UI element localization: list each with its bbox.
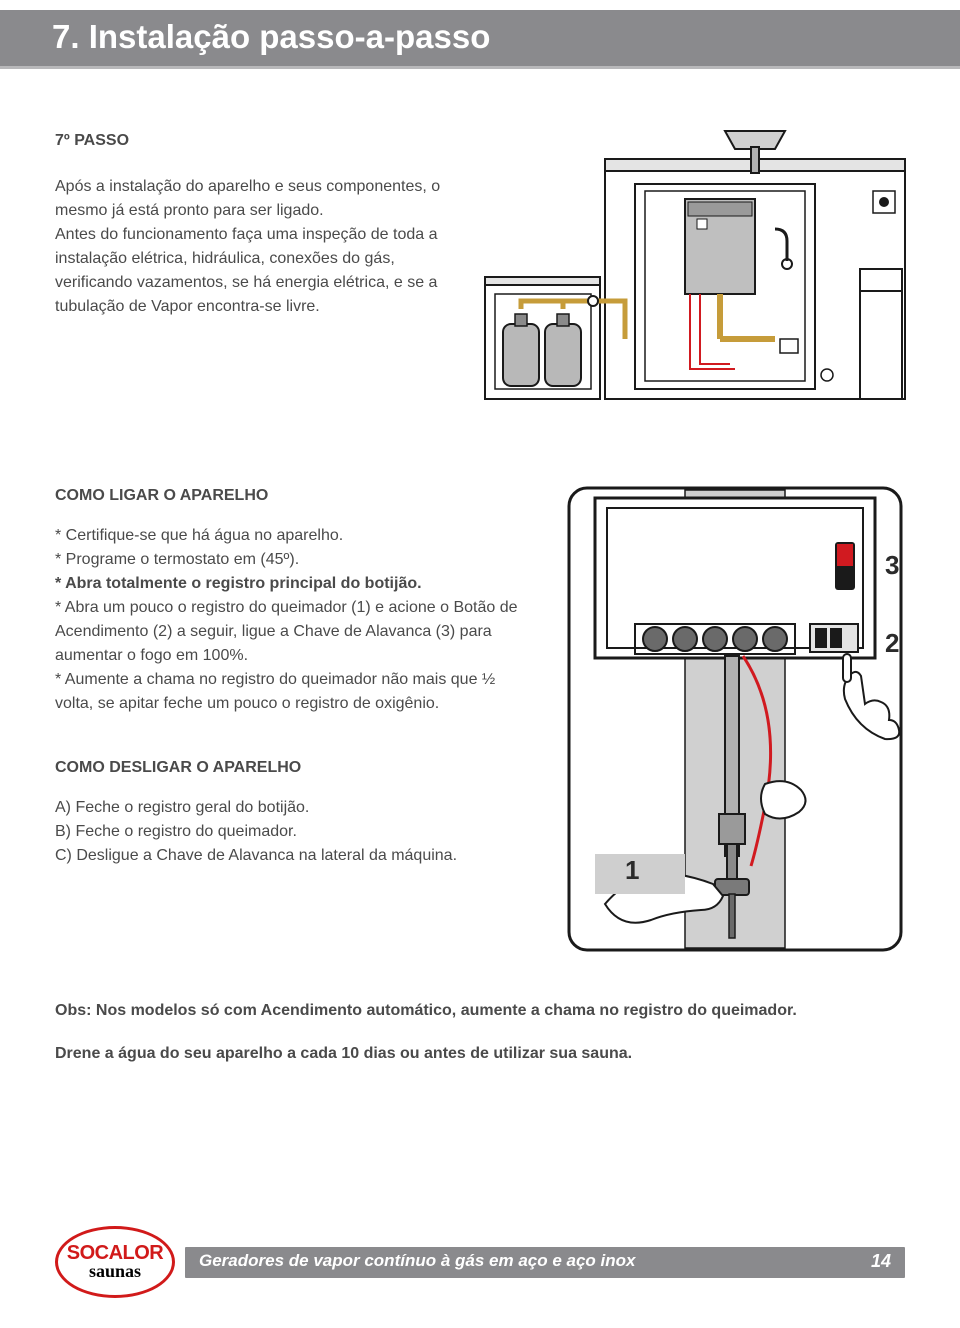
ligar-item: * Programe o termostato em (45º). (55, 548, 535, 572)
step7-text: 7º PASSO Após a instalação do aparelho e… (55, 129, 445, 319)
ligar-item: * Abra um pouco o registro do queimador … (55, 596, 535, 668)
obs-line-2: Drene a água do seu aparelho a cada 10 d… (55, 1042, 905, 1067)
ligar-item: * Aumente a chama no registro do queimad… (55, 668, 535, 716)
figure-controls-closeup: 1 2 3 (565, 484, 905, 954)
desligar-title: COMO DESLIGAR O APARELHO (55, 756, 535, 780)
step7-title: 7º PASSO (55, 129, 445, 153)
page-number: 14 (871, 1251, 891, 1272)
step7-para: Após a instalação do aparelho e seus com… (55, 175, 445, 319)
desligar-item: C) Desligue a Chave de Alavanca na later… (55, 844, 535, 868)
logo-bottom-text: saunas (89, 1263, 141, 1280)
footer-bar-text: Geradores de vapor contínuo à gás em aço… (199, 1251, 635, 1271)
ligar-item: * Certifique-se que há água no aparelho. (55, 524, 535, 548)
step7-block: 7º PASSO Após a instalação do aparelho e… (55, 129, 905, 429)
desligar-item: A) Feche o registro geral do botijão. (55, 796, 535, 820)
obs-line-1: Obs: Nos modelos só com Acendimento auto… (55, 999, 905, 1024)
page-footer: SOCALOR saunas Geradores de vapor contín… (0, 1226, 960, 1298)
how-to-text: COMO LIGAR O APARELHO * Certifique-se qu… (55, 484, 535, 868)
section-header: 7. Instalação passo-a-passo (0, 10, 960, 69)
how-to-block: COMO LIGAR O APARELHO * Certifique-se qu… (55, 484, 905, 954)
section-title: 7. Instalação passo-a-passo (52, 18, 490, 55)
brand-logo: SOCALOR saunas (55, 1226, 175, 1298)
footer-bar: Geradores de vapor contínuo à gás em aço… (185, 1247, 905, 1278)
controls-svg: 1 2 3 (565, 484, 905, 954)
observations: Obs: Nos modelos só com Acendimento auto… (55, 999, 905, 1067)
page-body: 7º PASSO Após a instalação do aparelho e… (0, 129, 960, 1067)
ligar-item: * Abra totalmente o registro principal d… (55, 572, 535, 596)
callout-1: 1 (625, 855, 639, 885)
desligar-item: B) Feche o registro do queimador. (55, 820, 535, 844)
installation-svg (475, 129, 925, 429)
ligar-title: COMO LIGAR O APARELHO (55, 484, 535, 508)
figure-installation-overview (475, 129, 925, 429)
callout-2: 2 (885, 628, 899, 658)
callout-3: 3 (885, 550, 899, 580)
